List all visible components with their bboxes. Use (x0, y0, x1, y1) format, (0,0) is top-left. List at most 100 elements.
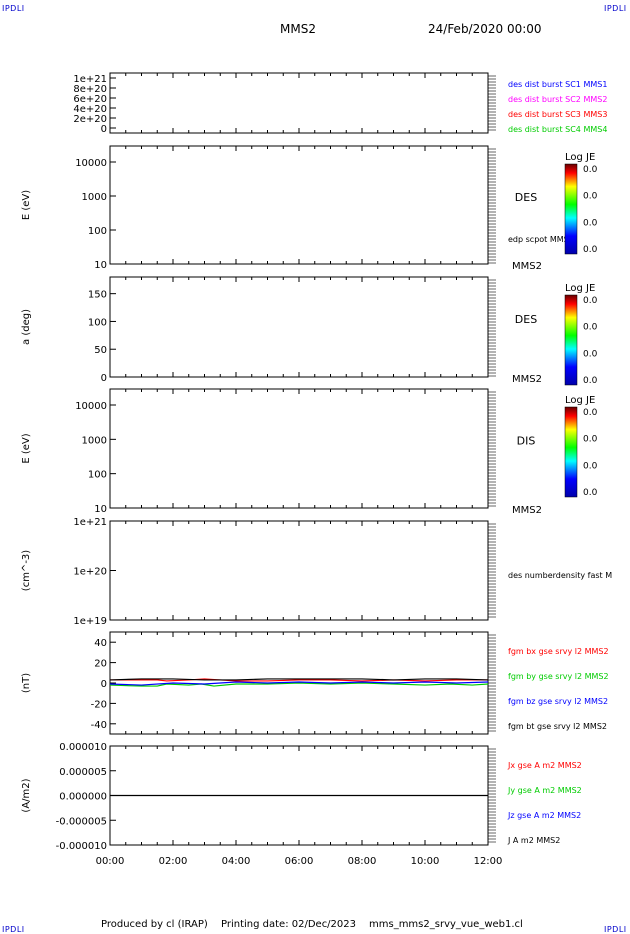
panel-current-ytick-label: -0.000005 (56, 816, 107, 827)
panel-des-energy-colorbar-tick-label: 0.0 (583, 192, 598, 202)
panel-dist-ytick-label: 0 (101, 124, 107, 135)
panel-current-legend-entry: Jz gse A m2 MMS2 (507, 811, 581, 820)
panel-des-energy-label: DES (515, 191, 537, 204)
panel-dis-energy-colorbar-title: Log JE (565, 395, 595, 406)
panel-dist-frame (109, 72, 489, 134)
panel-dis-energy-colorbar (564, 406, 578, 498)
panel-dis-energy-colorbar-tick-label: 0.0 (583, 488, 598, 498)
x-axis-tick-label: 08:00 (348, 856, 377, 867)
panel-dist-legend-entry: des dist burst SC4 MMS4 (508, 125, 607, 134)
panel-current-legend-entry: Jy gse A m2 MMS2 (507, 786, 582, 795)
panel-density-frame (109, 520, 489, 621)
x-axis-tick-label: 04:00 (222, 856, 251, 867)
panel-fgm-ytick-label: 0 (101, 679, 107, 690)
panel-fgm-series-line (109, 681, 489, 686)
plot-date: 24/Feb/2020 00:00 (428, 22, 542, 36)
panel-fgm-ytick-label: 20 (94, 659, 107, 670)
panel-density-ytick-label: 1e+20 (73, 567, 107, 578)
panel-current-ytick-label: 0.000000 (59, 792, 107, 803)
panel-dis-energy-label: DIS (517, 435, 536, 448)
x-axis-tick-label: 06:00 (285, 856, 314, 867)
panel-des-pitch-ytick-label: 50 (94, 345, 107, 356)
panel-fgm-ytick-label: -20 (91, 699, 107, 710)
panel-dist-ytick-label: 2e+20 (73, 114, 107, 125)
panel-fgm-series-line (109, 678, 489, 681)
panel-density-ylabel: (cm^-3) (21, 550, 32, 591)
panel-current-legend-entry: Jx gse A m2 MMS2 (507, 761, 582, 770)
panel-des-energy-colorbar-tick-label: 0.0 (583, 245, 598, 255)
panel-des-pitch-colorbar-tick-label: 0.0 (583, 376, 598, 386)
panel-des-energy-colorbar (564, 163, 578, 255)
panel-fgm-ytick-label: 40 (94, 638, 107, 649)
panel-dist-legend-entry: des dist burst SC2 MMS2 (508, 95, 607, 104)
panel-des-pitch-colorbar-tick-label: 0.0 (583, 349, 598, 359)
panel-dis-energy-ytick-label: 1000 (82, 435, 107, 446)
panel-dis-energy-frame (109, 388, 489, 509)
panel-des-pitch-ytick-label: 150 (88, 290, 107, 301)
panel-des-pitch-frame (109, 276, 489, 378)
footer-script-name: mms_mms2_srvy_vue_web1.cl (369, 919, 523, 930)
panel-des-energy-colorbar-tick-label: 0.0 (583, 165, 598, 175)
spacecraft-title: MMS2 (280, 22, 316, 36)
panel-des-pitch-label: DES (515, 313, 537, 326)
panel-des-energy-colorbar-title: Log JE (565, 152, 595, 163)
panel-current-ytick-label: -0.000010 (56, 841, 107, 852)
panel-current-ylabel: (A/m2) (21, 778, 32, 812)
panel-dist-ytick-label: 4e+20 (73, 104, 107, 115)
footer-produced-by: Produced by cl (IRAP) (101, 919, 208, 930)
x-axis-tick-label: 00:00 (96, 856, 125, 867)
panel-des-energy-ytick-label: 10 (94, 260, 107, 271)
panel-des-pitch-colorbar-title: Log JE (565, 283, 595, 294)
panel-dist-legend-entry: des dist burst SC1 MMS1 (508, 80, 607, 89)
panel-dist-ytick-label: 6e+20 (73, 94, 107, 105)
panel-dis-energy-ytick-label: 100 (88, 470, 107, 481)
x-axis-tick-label: 12:00 (474, 856, 503, 867)
panel-dist-legend-entry: des dist burst SC3 MMS3 (508, 110, 607, 119)
panel-dis-energy-ytick-label: 10000 (75, 401, 107, 412)
panel-des-energy-ytick-label: 10000 (75, 158, 107, 169)
panel-fgm-ytick-label: -40 (91, 720, 107, 731)
panel-des-pitch-footer-label: MMS2 (512, 374, 542, 385)
panel-des-pitch-ytick-label: 0 (101, 373, 107, 384)
panel-des-pitch-ylabel: a (deg) (21, 309, 32, 345)
panel-dist-ytick-label: 8e+20 (73, 84, 107, 95)
panel-des-pitch-ytick-label: 100 (88, 317, 107, 328)
panel-des-pitch-colorbar-tick-label: 0.0 (583, 296, 598, 306)
footer-printing-date: Printing date: 02/Dec/2023 (221, 919, 357, 930)
panel-fgm-legend-entry: fgm bt gse srvy l2 MMS2 (508, 722, 607, 731)
panel-des-energy-frame (109, 145, 489, 265)
panel-dis-energy-colorbar-tick-label: 0.0 (583, 435, 598, 445)
panel-density-ytick-label: 1e+21 (73, 517, 107, 528)
panel-fgm-legend-entry: fgm bz gse srvy l2 MMS2 (508, 697, 608, 706)
panel-density-legend-entry: des numberdensity fast M (508, 571, 612, 580)
corner-label-top-right: IPDLI (604, 4, 627, 13)
panel-des-pitch-colorbar (564, 294, 578, 386)
panel-des-energy-ylabel: E (eV) (21, 190, 32, 220)
corner-label-top-left: IPDLI (2, 4, 25, 13)
panel-des-energy-sublabel: edp scpot MMS2 (508, 235, 574, 244)
panel-current-ytick-label: 0.000005 (59, 767, 107, 778)
panel-des-energy-footer-label: MMS2 (512, 261, 542, 272)
panel-dis-energy-ytick-label: 10 (94, 504, 107, 515)
panel-dis-energy-ylabel: E (eV) (21, 433, 32, 463)
panel-fgm-series-line (110, 678, 488, 682)
corner-label-bottom-right: IPDLI (604, 925, 627, 934)
panel-fgm-legend-entry: fgm by gse srvy l2 MMS2 (508, 672, 609, 681)
x-axis-tick-label: 10:00 (411, 856, 440, 867)
panel-fgm-ylabel: (nT) (21, 673, 32, 693)
panel-current-legend-entry: J A m2 MMS2 (507, 836, 560, 845)
panel-dist-ytick-label: 1e+21 (73, 74, 107, 85)
panel-current-ytick-label: 0.000010 (59, 742, 107, 753)
panel-des-pitch-colorbar-tick-label: 0.0 (583, 323, 598, 333)
panel-fgm-series-line (109, 682, 489, 687)
panel-dis-energy-footer-label: MMS2 (512, 505, 542, 516)
corner-label-bottom-left: IPDLI (2, 925, 25, 934)
panel-dis-energy-colorbar-tick-label: 0.0 (583, 408, 598, 418)
panel-fgm-legend-entry: fgm bx gse srvy l2 MMS2 (508, 647, 609, 656)
panel-density-ytick-label: 1e+19 (73, 616, 107, 627)
panel-des-energy-ytick-label: 100 (88, 226, 107, 237)
panel-des-energy-ytick-label: 1000 (82, 192, 107, 203)
panel-dis-energy-colorbar-tick-label: 0.0 (583, 461, 598, 471)
x-axis-tick-label: 02:00 (159, 856, 188, 867)
